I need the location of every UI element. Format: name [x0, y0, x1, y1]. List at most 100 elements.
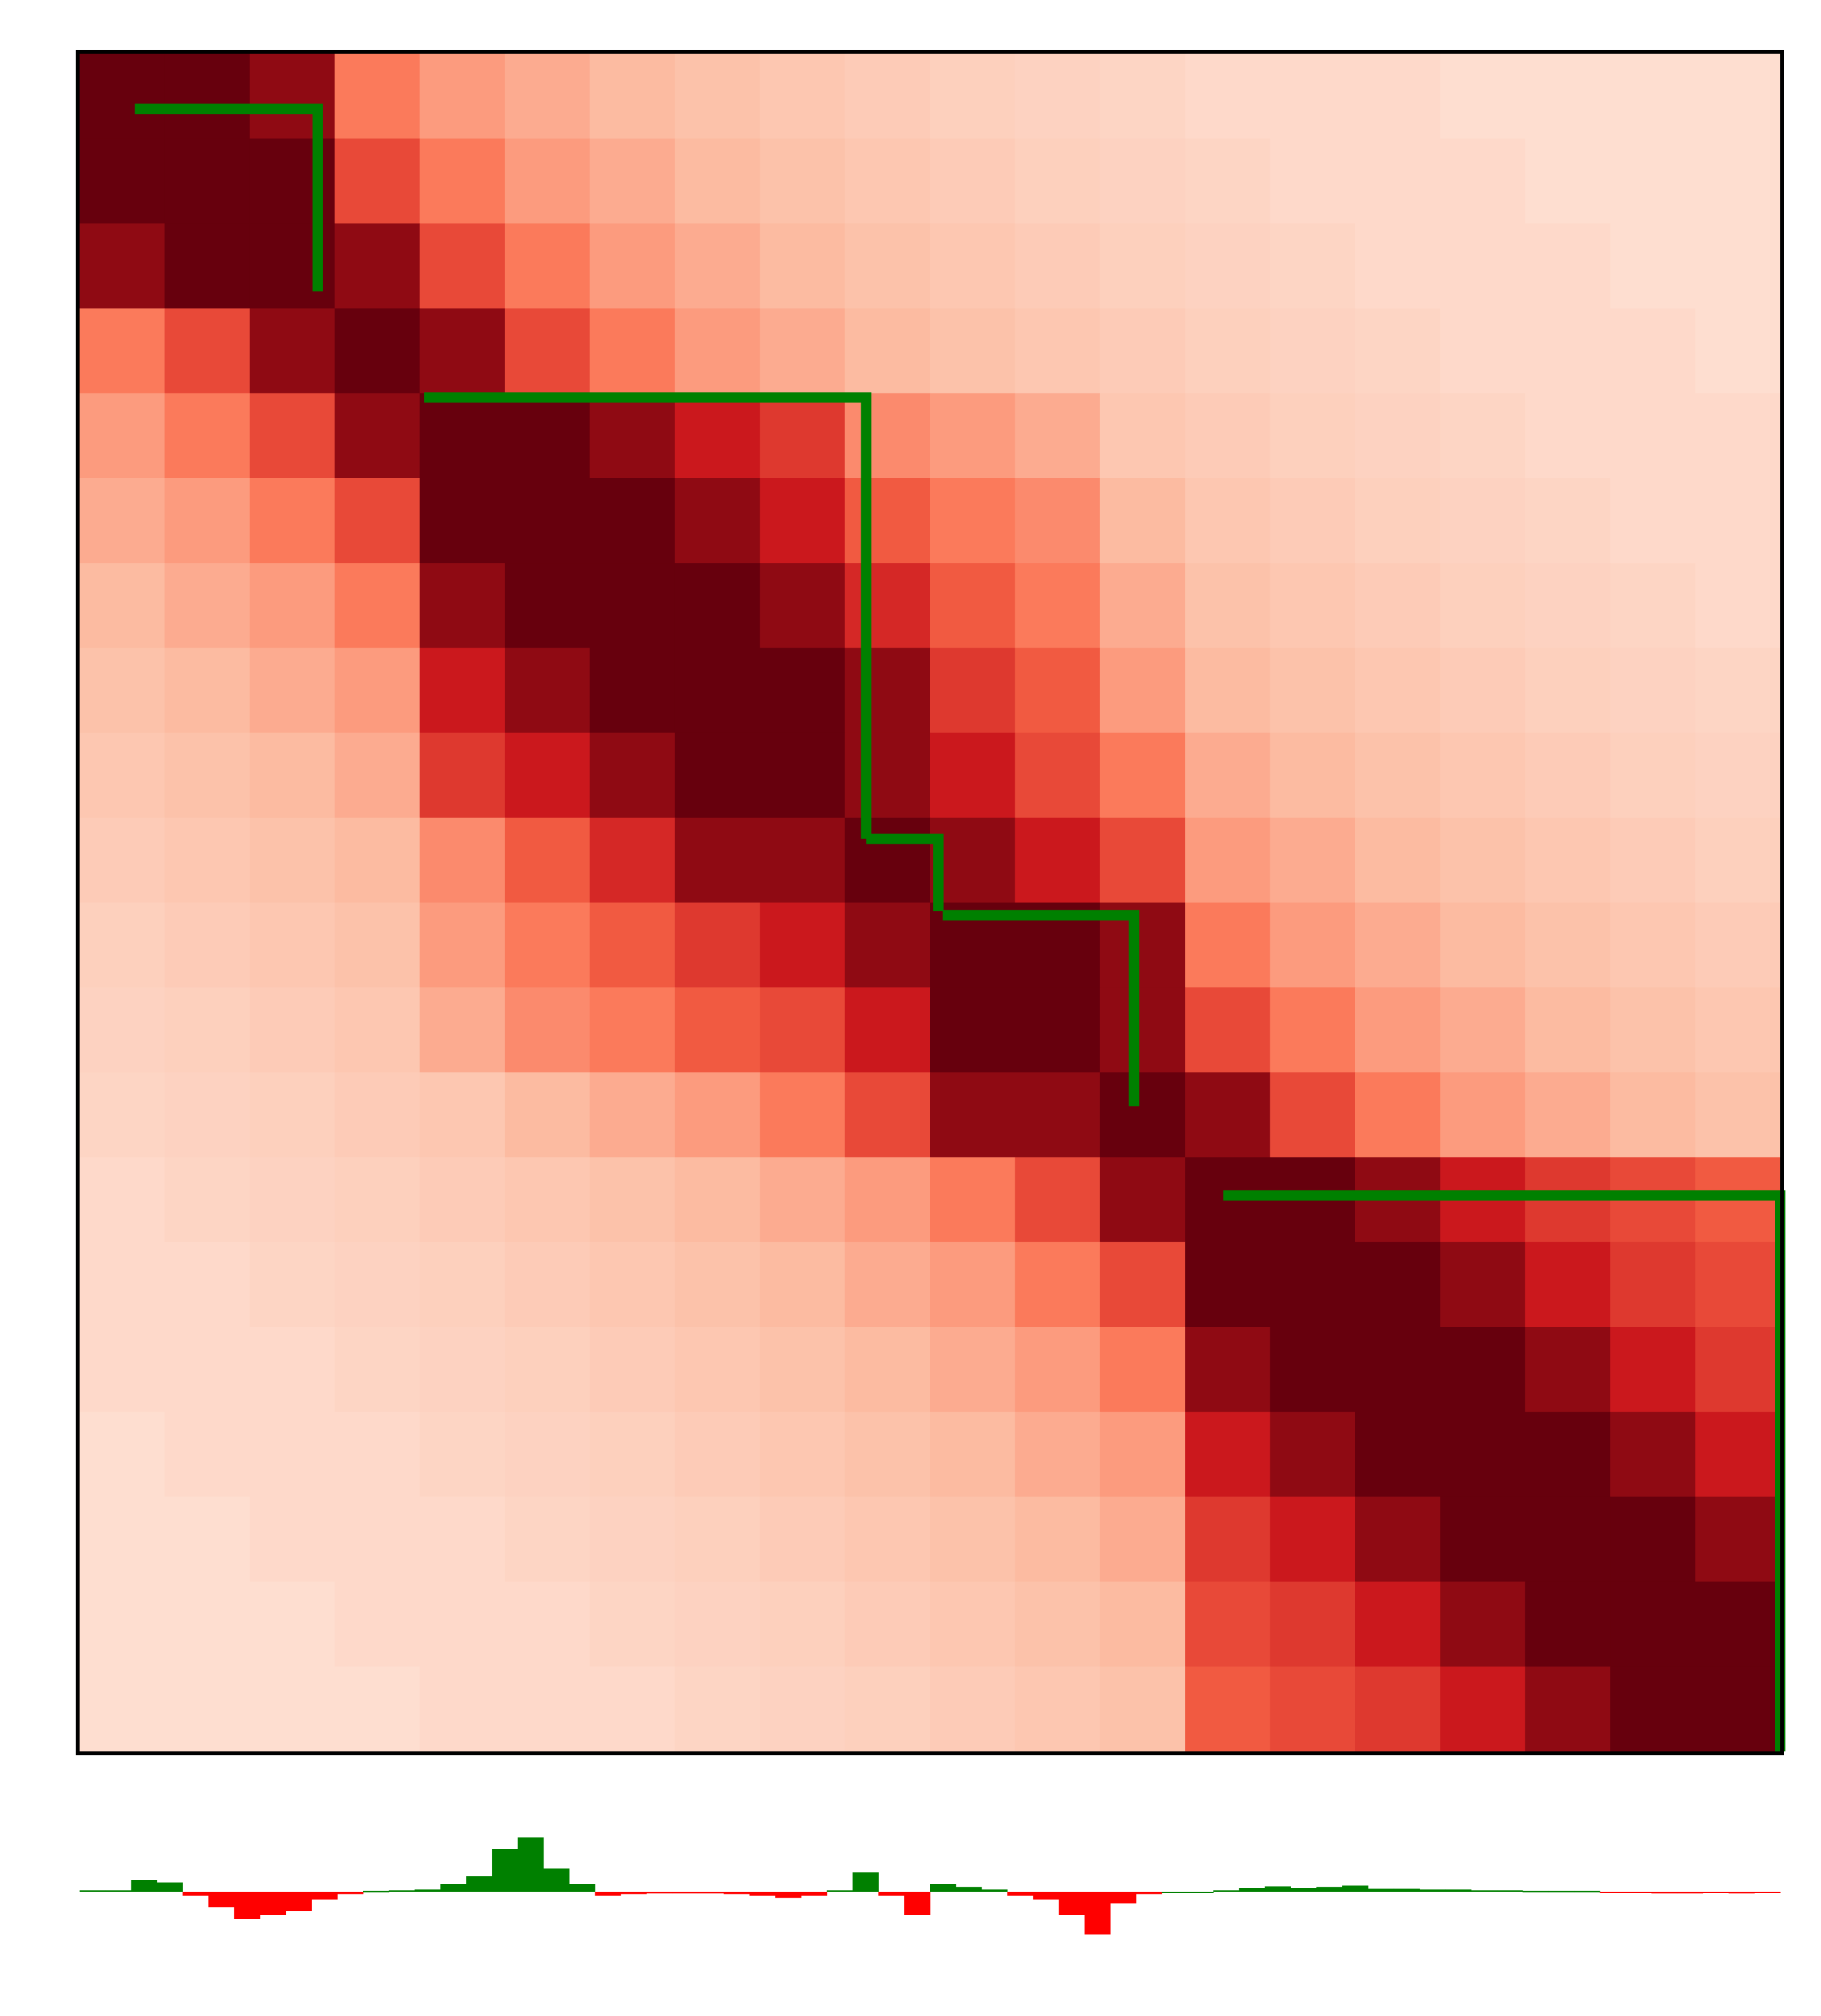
heatmap-cell: [1610, 1496, 1696, 1583]
heatmap-cell: [1185, 1072, 1271, 1158]
heatmap-cell: [164, 817, 250, 903]
heatmap-cell: [1355, 1412, 1440, 1497]
heatmap-cell: [760, 1581, 846, 1667]
heatmap-cell: [1695, 1412, 1781, 1497]
heatmap-cell: [1185, 223, 1271, 309]
heatmap-cell: [844, 478, 931, 564]
heatmap-cell: [249, 987, 335, 1073]
heatmap-cell: [844, 987, 931, 1073]
heatmap-cell: [1525, 223, 1611, 309]
heatmap-cell: [674, 1327, 760, 1412]
track-bar: [1084, 1892, 1111, 1934]
track-bar: [1162, 1892, 1188, 1893]
heatmap-cell: [1610, 138, 1696, 224]
heatmap-cell: [335, 54, 421, 139]
heatmap-cell: [760, 1157, 846, 1243]
heatmap-cell: [1270, 54, 1356, 139]
heatmap-cell: [1099, 1242, 1186, 1328]
heatmap-cell: [590, 1666, 676, 1752]
heatmap-cell: [1525, 1412, 1611, 1497]
heatmap-cell: [1355, 987, 1440, 1073]
heatmap-cell: [1440, 1242, 1526, 1328]
heatmap-cell: [80, 138, 165, 224]
heatmap-cell: [1270, 1496, 1356, 1583]
heatmap-cell: [164, 478, 250, 564]
heatmap-cell: [249, 648, 335, 734]
heatmap-cell: [164, 308, 250, 394]
heatmap-cell: [1355, 1581, 1440, 1667]
heatmap-cell: [1525, 903, 1611, 988]
heatmap-cell: [760, 1327, 846, 1412]
heatmap-cell: [1270, 308, 1356, 394]
heatmap-cell: [1270, 138, 1356, 224]
heatmap-cell: [1695, 1581, 1781, 1667]
track-bar: [672, 1892, 699, 1894]
heatmap-cell: [1185, 648, 1271, 734]
heatmap-cell: [1440, 1072, 1526, 1158]
heatmap-cell: [1355, 1666, 1440, 1752]
heatmap-cell: [844, 1412, 931, 1497]
heatmap-cell: [930, 563, 1015, 648]
track-bar: [1316, 1887, 1343, 1892]
heatmap-cell: [1610, 817, 1696, 903]
heatmap-cell: [1185, 1581, 1271, 1667]
track-bar: [775, 1892, 802, 1898]
track-bar: [543, 1868, 570, 1892]
heatmap-cell: [760, 1242, 846, 1328]
heatmap-cell: [844, 1157, 931, 1243]
heatmap-cell: [80, 648, 165, 734]
heatmap-cell: [760, 138, 846, 224]
heatmap-cell: [505, 1496, 590, 1583]
heatmap-cell: [1270, 1242, 1356, 1328]
heatmap-cell: [80, 1157, 165, 1243]
heatmap-cell: [1695, 54, 1781, 139]
heatmap-cell: [419, 987, 505, 1073]
heatmap-cell: [80, 732, 165, 818]
heatmap-cell: [674, 817, 760, 903]
heatmap-cell: [590, 138, 676, 224]
heatmap-cell: [335, 1242, 421, 1328]
heatmap-cell: [1099, 478, 1186, 564]
heatmap-cell: [590, 1412, 676, 1497]
heatmap-cell: [844, 903, 931, 988]
heatmap-cell: [335, 223, 421, 309]
heatmap-cell: [505, 308, 590, 394]
heatmap-cell: [760, 393, 846, 479]
heatmap-cell: [1695, 1666, 1781, 1752]
heatmap-cell: [760, 1496, 846, 1583]
heatmap-cell: [1355, 1496, 1440, 1583]
heatmap-cell: [590, 1581, 676, 1667]
heatmap-cell: [844, 1581, 931, 1667]
heatmap-cell: [930, 817, 1015, 903]
heatmap-cell: [930, 648, 1015, 734]
heatmap-cell: [1270, 817, 1356, 903]
heatmap-cell: [930, 987, 1015, 1073]
heatmap-cell: [930, 1666, 1015, 1752]
heatmap-cell: [1270, 648, 1356, 734]
track-bar: [1445, 1889, 1472, 1892]
heatmap-cell: [1695, 1496, 1781, 1583]
heatmap-cell: [419, 1072, 505, 1158]
heatmap-cell: [1610, 1412, 1696, 1497]
heatmap-cell: [419, 1157, 505, 1243]
heatmap-cell: [164, 1242, 250, 1328]
heatmap-cell: [590, 1157, 676, 1243]
heatmap-cell: [1525, 138, 1611, 224]
heatmap-cell: [505, 1327, 590, 1412]
heatmap-cell: [930, 54, 1015, 139]
track-bar: [1703, 1892, 1729, 1893]
heatmap-cell: [1610, 1327, 1696, 1412]
heatmap-cell: [1185, 903, 1271, 988]
heatmap-cell: [1525, 1496, 1611, 1583]
track-bar: [1264, 1886, 1291, 1892]
heatmap-cell: [335, 1327, 421, 1412]
heatmap-cell: [249, 1496, 335, 1583]
track-bar: [981, 1889, 1008, 1892]
heatmap-cell: [164, 648, 250, 734]
track-bar: [800, 1892, 828, 1896]
heatmap-cell: [249, 1666, 335, 1752]
heatmap-cell: [80, 1666, 165, 1752]
domain-boundary: [942, 910, 1140, 1106]
heatmap-cell: [164, 223, 250, 309]
heatmap-cell: [1015, 138, 1101, 224]
